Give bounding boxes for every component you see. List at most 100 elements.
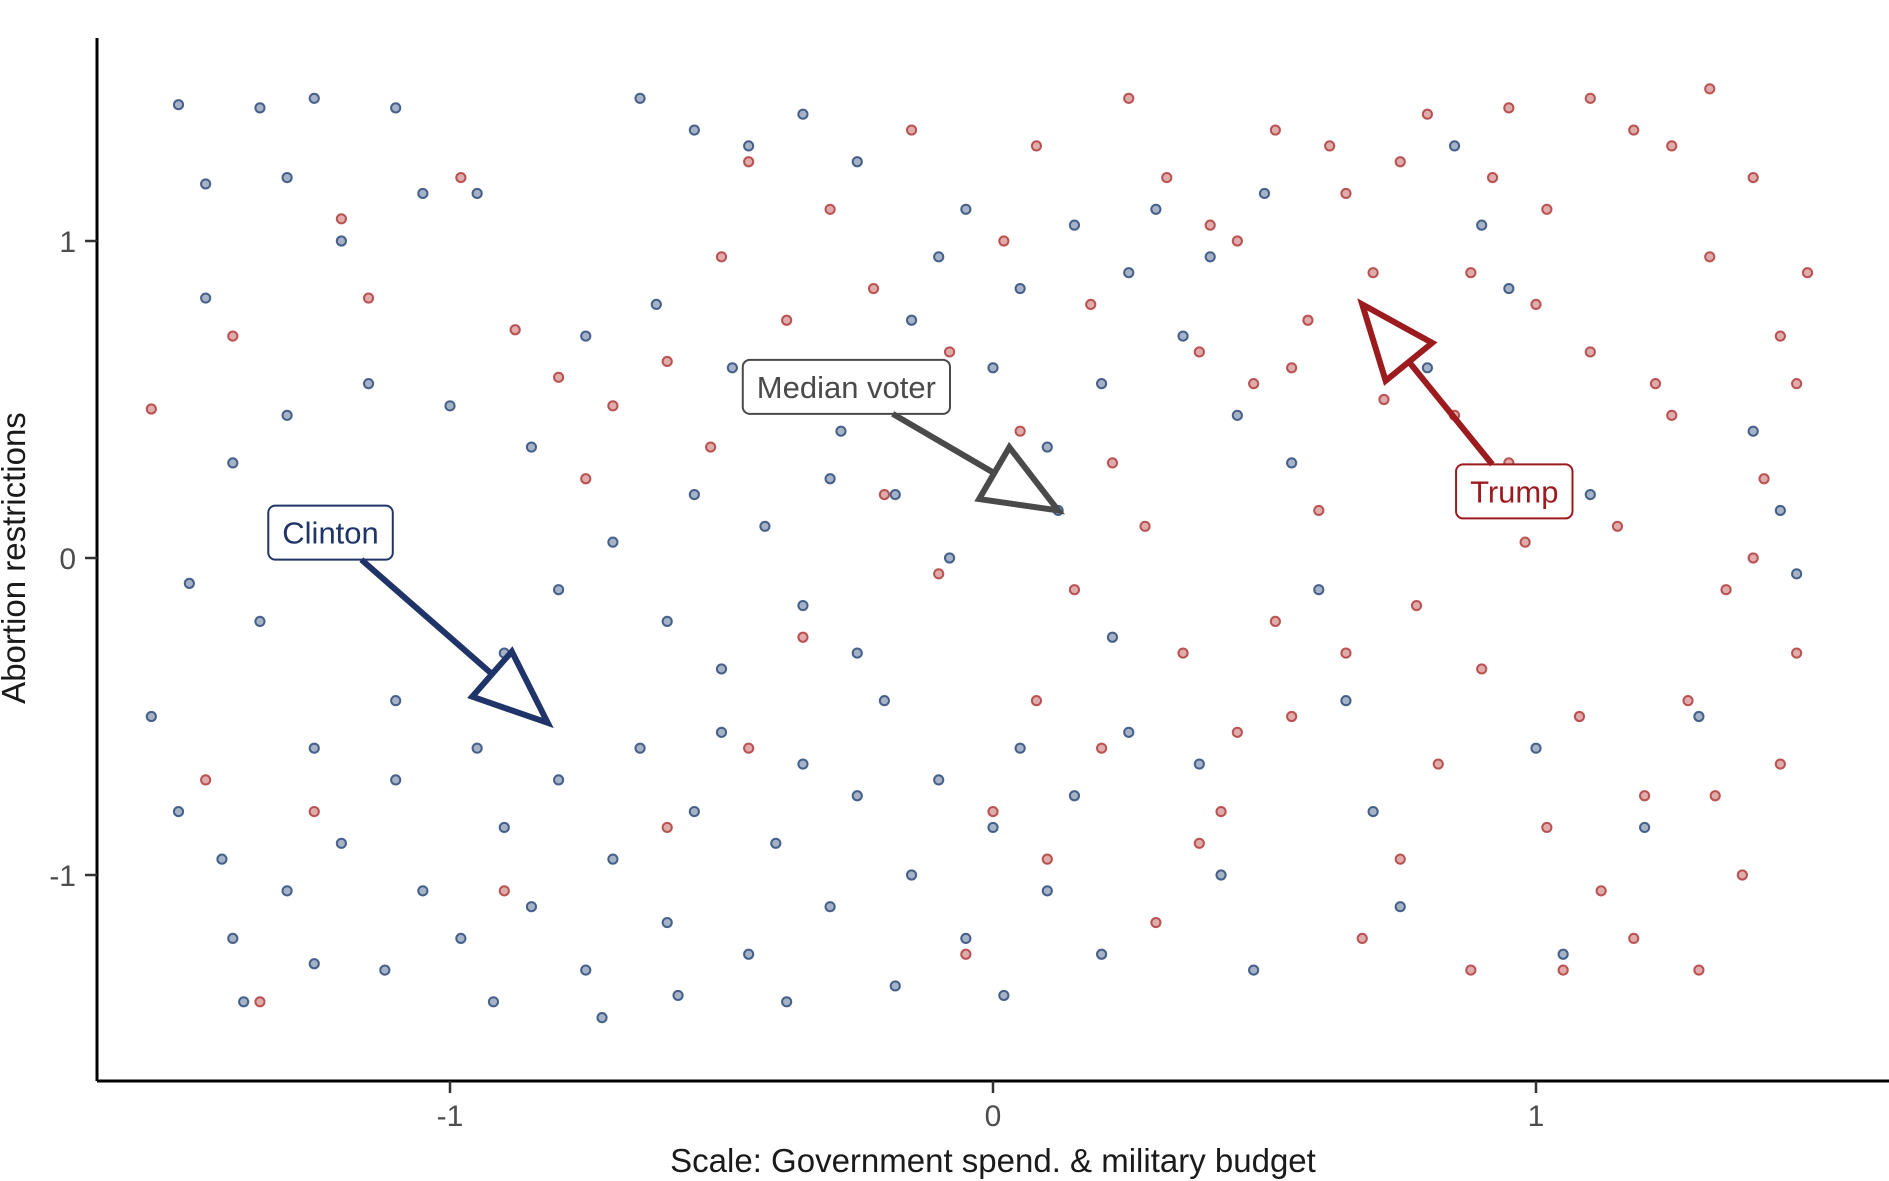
data-point bbox=[145, 403, 157, 415]
data-point bbox=[1193, 837, 1205, 849]
data-point bbox=[216, 853, 228, 865]
points-layer bbox=[145, 83, 1814, 1024]
data-point bbox=[455, 172, 467, 184]
data-point bbox=[1791, 647, 1803, 659]
data-point bbox=[1269, 615, 1281, 628]
data-point bbox=[200, 178, 212, 190]
data-point bbox=[444, 400, 456, 412]
data-point bbox=[933, 774, 945, 786]
data-point bbox=[1068, 219, 1081, 231]
data-point bbox=[1394, 901, 1406, 913]
y-tick-label: -1 bbox=[49, 860, 76, 893]
data-point bbox=[172, 99, 185, 111]
data-point bbox=[878, 489, 891, 501]
data-point bbox=[824, 473, 836, 485]
data-point bbox=[1557, 964, 1569, 976]
data-point bbox=[1106, 457, 1119, 469]
data-point bbox=[987, 362, 999, 374]
data-point bbox=[878, 695, 891, 707]
data-point bbox=[1720, 584, 1732, 596]
data-point bbox=[335, 235, 347, 247]
data-point bbox=[1557, 948, 1569, 960]
data-point bbox=[743, 742, 755, 754]
data-point bbox=[797, 599, 809, 612]
data-point bbox=[1791, 378, 1803, 390]
data-point bbox=[726, 362, 738, 374]
data-point bbox=[835, 425, 847, 437]
data-point bbox=[145, 710, 157, 723]
data-point bbox=[1204, 219, 1216, 231]
data-point bbox=[1747, 172, 1759, 184]
data-point bbox=[455, 932, 467, 945]
data-point bbox=[1774, 758, 1786, 770]
data-point bbox=[1503, 102, 1515, 114]
data-point bbox=[851, 156, 863, 168]
data-point bbox=[417, 187, 429, 200]
data-point bbox=[1465, 267, 1477, 279]
data-point bbox=[553, 371, 565, 383]
annotation-box bbox=[741, 358, 951, 415]
data-point bbox=[596, 1012, 608, 1024]
data-point bbox=[1041, 853, 1053, 865]
y-axis-title: Abortion restrictions bbox=[0, 412, 32, 704]
data-point bbox=[1367, 267, 1379, 279]
data-point bbox=[553, 584, 565, 596]
data-point bbox=[227, 330, 239, 342]
data-point bbox=[851, 790, 863, 802]
data-point bbox=[1595, 885, 1607, 897]
data-point bbox=[1666, 409, 1678, 421]
annotation-arrow-shaft bbox=[891, 411, 996, 476]
data-point bbox=[634, 742, 646, 754]
data-point bbox=[797, 758, 809, 770]
data-point bbox=[1758, 473, 1770, 485]
data-point bbox=[1394, 156, 1406, 168]
series-0 bbox=[145, 92, 1803, 1024]
data-point bbox=[1628, 124, 1640, 136]
data-point bbox=[607, 853, 619, 865]
x-tick-label: -1 bbox=[437, 1100, 464, 1133]
data-point bbox=[1584, 346, 1596, 358]
data-point bbox=[335, 213, 347, 225]
data-point bbox=[487, 996, 500, 1008]
data-point bbox=[661, 355, 673, 368]
data-point bbox=[172, 806, 185, 818]
data-point bbox=[933, 251, 945, 263]
data-point bbox=[715, 663, 728, 675]
annotation-arrow-head bbox=[974, 441, 1066, 515]
data-point bbox=[1736, 869, 1748, 881]
data-point bbox=[1215, 806, 1227, 818]
data-point bbox=[851, 647, 863, 659]
data-point bbox=[1014, 742, 1026, 754]
data-point bbox=[1150, 916, 1162, 929]
data-point bbox=[1231, 726, 1243, 738]
data-point bbox=[688, 124, 700, 136]
data-point bbox=[1584, 92, 1596, 104]
data-point bbox=[905, 314, 918, 326]
data-point bbox=[1139, 520, 1151, 532]
data-point bbox=[1791, 568, 1803, 580]
data-point bbox=[1503, 282, 1515, 295]
data-point bbox=[688, 806, 700, 818]
data-point bbox=[390, 102, 402, 114]
data-point bbox=[1519, 536, 1531, 548]
data-point bbox=[200, 774, 212, 786]
data-point bbox=[1231, 235, 1243, 247]
data-point bbox=[661, 821, 673, 834]
data-point bbox=[960, 948, 972, 960]
data-point bbox=[390, 774, 402, 786]
x-tick-label: 1 bbox=[1528, 1100, 1545, 1133]
data-point bbox=[1421, 362, 1434, 374]
data-point bbox=[770, 837, 782, 849]
data-point bbox=[1801, 267, 1814, 279]
data-point bbox=[1096, 378, 1108, 390]
data-point bbox=[1177, 330, 1189, 342]
data-point bbox=[824, 901, 836, 913]
data-point bbox=[1628, 932, 1640, 945]
data-point bbox=[743, 140, 755, 152]
data-point bbox=[759, 520, 771, 532]
data-point bbox=[987, 806, 999, 818]
ticks-layer: -1 0 1 -1 0 1 bbox=[49, 226, 1544, 1133]
data-point bbox=[1068, 790, 1081, 802]
data-point bbox=[824, 203, 836, 215]
